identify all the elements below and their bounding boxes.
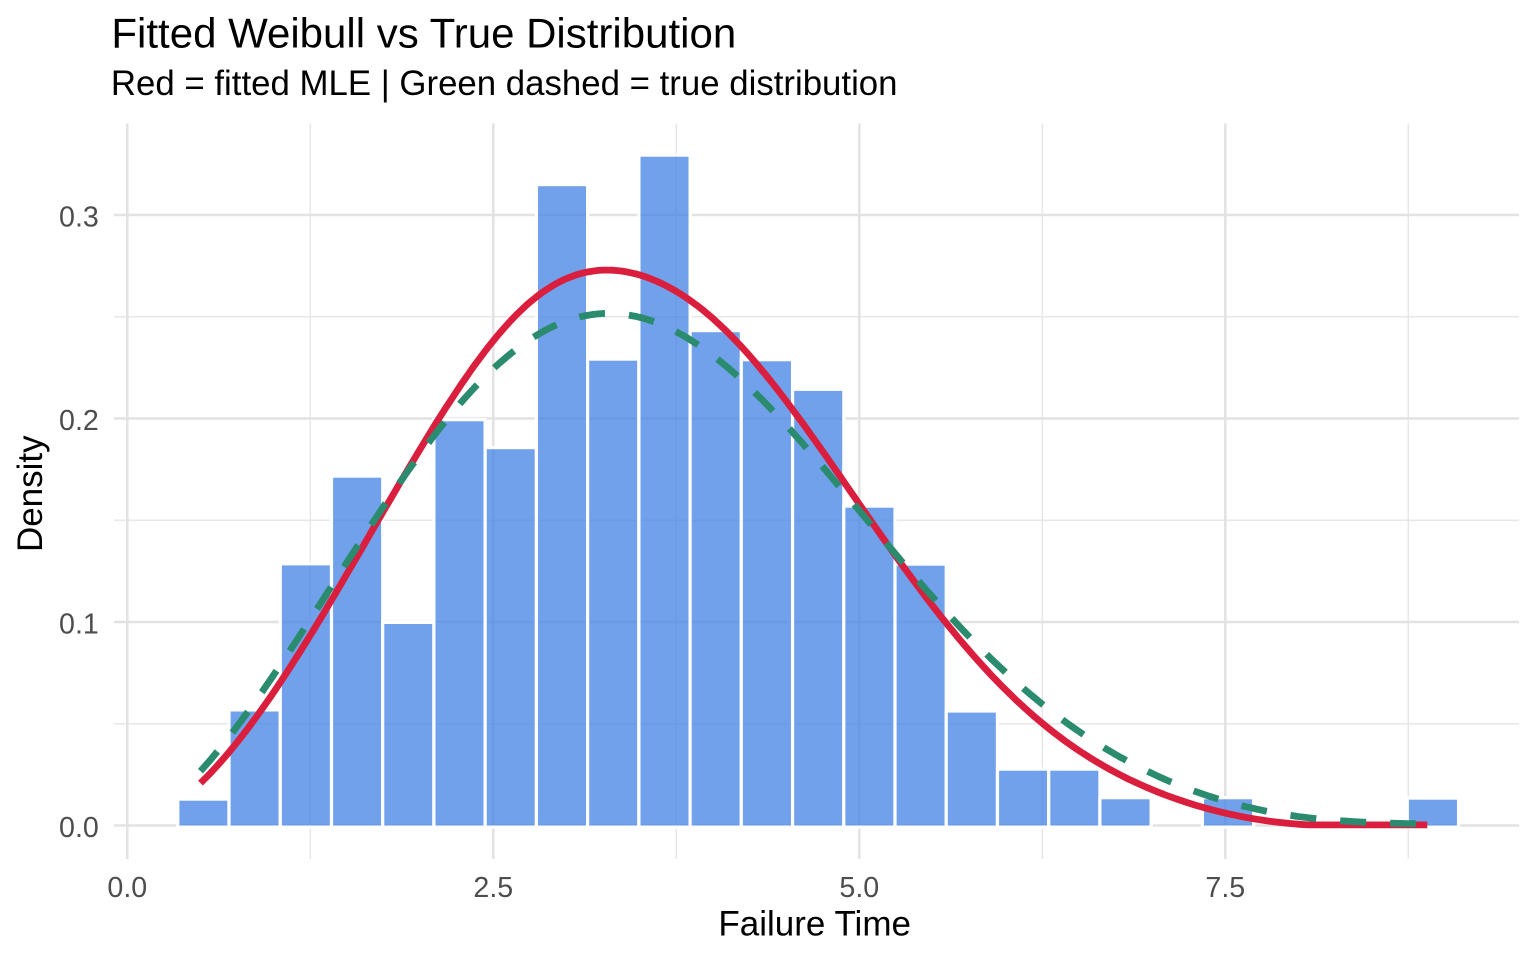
svg-text:7.5: 7.5: [1205, 872, 1245, 904]
svg-text:Failure Time: Failure Time: [718, 905, 911, 944]
svg-text:5.0: 5.0: [839, 872, 879, 904]
svg-text:0.2: 0.2: [59, 405, 99, 437]
svg-text:Density: Density: [11, 435, 50, 552]
svg-text:0.0: 0.0: [107, 872, 147, 904]
svg-text:0.0: 0.0: [59, 812, 99, 844]
svg-text:2.5: 2.5: [473, 872, 513, 904]
svg-text:0.1: 0.1: [59, 608, 99, 640]
svg-text:Red = fitted MLE | Green dashe: Red = fitted MLE | Green dashed = true d…: [111, 64, 898, 103]
svg-text:Fitted Weibull vs True Distrib: Fitted Weibull vs True Distribution: [111, 10, 736, 57]
svg-text:0.3: 0.3: [59, 201, 99, 233]
